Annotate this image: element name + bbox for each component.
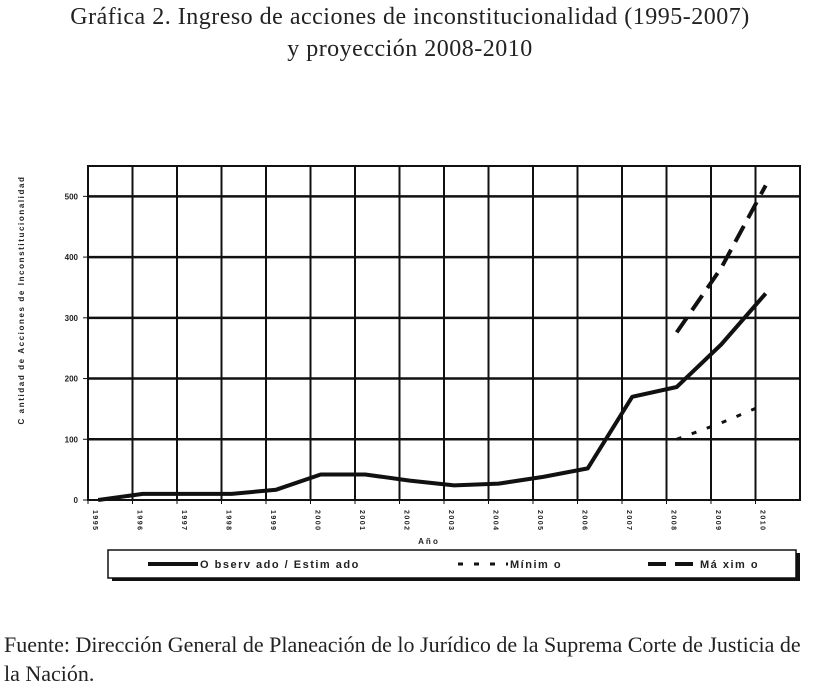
y-tick-label: 300	[65, 314, 79, 323]
x-tick-label: 2008	[670, 510, 677, 532]
x-tick-label: 2006	[581, 510, 588, 532]
series-line-dotted	[676, 402, 767, 441]
series-line-dashed	[675, 184, 768, 334]
y-tick-label: 400	[65, 253, 79, 262]
x-tick-label: 2009	[714, 510, 721, 532]
x-tick-label: 1998	[225, 510, 232, 532]
legend-label-dotted: Mínim o	[510, 559, 562, 571]
x-axis-title: A ñ o	[418, 537, 438, 546]
x-tick-label: 2004	[492, 510, 499, 532]
x-tick-label: 1999	[269, 510, 276, 532]
y-tick-label: 100	[65, 435, 79, 444]
x-tick-label: 1997	[180, 510, 187, 532]
x-tick-label: 2000	[314, 510, 321, 532]
legend-label-solid: O bserv ado / Estim ado	[200, 559, 360, 571]
y-tick-label: 0	[74, 496, 79, 505]
chart-title-line-1: Gráfica 2. Ingreso de acciones de incons…	[70, 4, 750, 30]
x-tick-label: 2002	[403, 510, 410, 532]
x-tick-label: 2010	[759, 510, 766, 532]
series-line-solid	[97, 292, 768, 502]
x-tick-label: 2005	[536, 510, 543, 532]
legend-label-dashed: Má xim o	[700, 559, 759, 571]
x-tick-label: 2001	[358, 510, 365, 532]
x-tick-label: 1995	[91, 510, 98, 532]
line-chart: 0 100 200 300 400 500 1995 1996 1997 1998 1999 2000…	[17, 165, 801, 581]
x-tick-label: 2007	[625, 510, 632, 532]
x-tick-label: 2003	[447, 510, 454, 532]
y-tick-label: 200	[65, 375, 79, 384]
chart-title-line-2: y proyección 2008-2010	[287, 36, 533, 62]
y-axis-title: C antidad de Acciones de Inconstituciona…	[17, 175, 26, 424]
x-tick-label: 1996	[136, 510, 143, 532]
source-note: Fuente: Dirección General de Planeación …	[4, 632, 801, 686]
y-tick-label: 500	[65, 192, 79, 201]
